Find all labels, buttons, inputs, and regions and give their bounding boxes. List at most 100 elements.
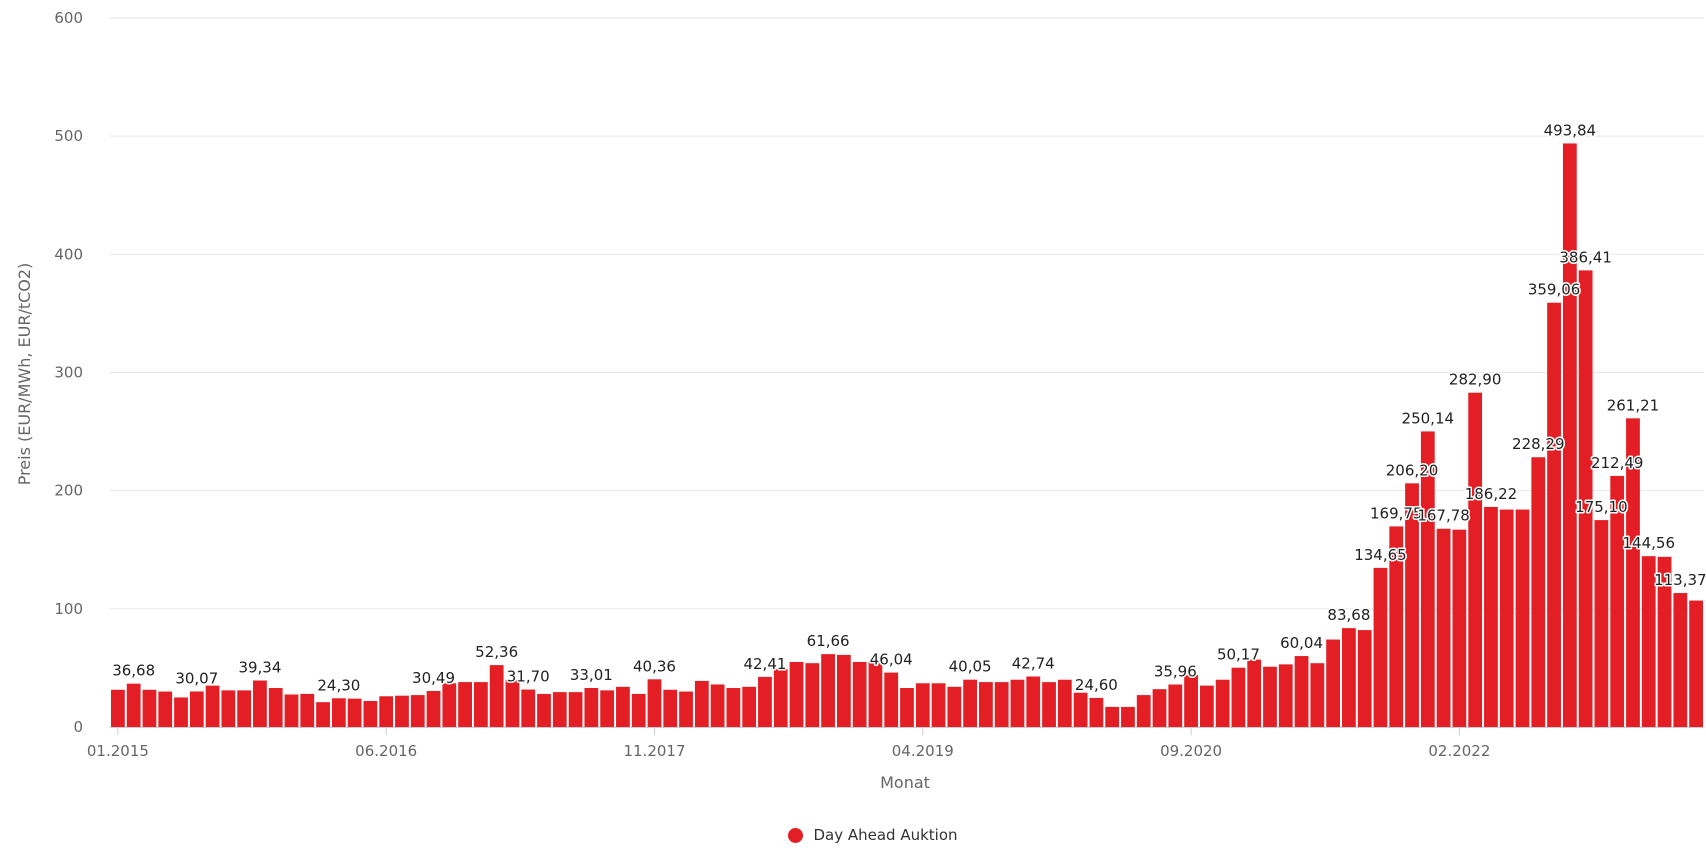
bar[interactable] [789, 662, 804, 727]
bar[interactable] [174, 697, 188, 727]
bar[interactable] [1420, 431, 1435, 727]
bar[interactable] [994, 682, 1009, 727]
bar[interactable] [1657, 556, 1672, 727]
bar[interactable] [1389, 526, 1404, 727]
bar[interactable] [1547, 302, 1561, 727]
bar[interactable] [600, 690, 615, 727]
bar[interactable] [473, 682, 488, 727]
bar[interactable] [1405, 483, 1419, 727]
bar[interactable] [900, 688, 914, 727]
bar[interactable] [1673, 593, 1688, 727]
bar[interactable] [489, 665, 504, 727]
bar[interactable] [758, 676, 772, 727]
bar[interactable] [189, 691, 204, 727]
bar[interactable] [395, 695, 409, 727]
bar[interactable] [805, 663, 820, 727]
bar[interactable] [1042, 682, 1056, 727]
bar[interactable] [1294, 656, 1309, 727]
bar[interactable] [347, 698, 362, 727]
bar[interactable] [237, 690, 252, 727]
bar[interactable] [1168, 684, 1183, 727]
bar[interactable] [205, 685, 220, 727]
bar[interactable] [142, 689, 157, 727]
bar[interactable] [300, 693, 315, 727]
bar[interactable] [1231, 667, 1246, 727]
bar[interactable] [726, 688, 741, 727]
bar[interactable] [253, 680, 267, 727]
bar[interactable] [616, 686, 630, 727]
bar[interactable] [1310, 663, 1325, 727]
bar[interactable] [1184, 675, 1198, 727]
bar[interactable] [379, 696, 394, 727]
bar[interactable] [1342, 628, 1356, 727]
bar[interactable] [1357, 630, 1372, 727]
bar[interactable] [647, 679, 662, 727]
bar[interactable] [821, 654, 835, 727]
bar[interactable] [1057, 679, 1072, 727]
bar[interactable] [1152, 689, 1167, 727]
bar[interactable] [915, 683, 930, 727]
bar[interactable] [426, 690, 441, 727]
bar[interactable] [1121, 706, 1135, 727]
bar[interactable] [1136, 695, 1151, 727]
bar[interactable] [1105, 706, 1120, 727]
bar[interactable] [1452, 529, 1467, 727]
legend-item-day-ahead[interactable]: Day Ahead Auktion [788, 826, 958, 844]
bar[interactable] [1689, 600, 1703, 727]
bar[interactable] [710, 684, 725, 727]
bar[interactable] [1247, 659, 1262, 727]
bar[interactable] [1073, 692, 1088, 727]
bar[interactable] [1215, 679, 1230, 727]
bar[interactable] [1484, 506, 1498, 727]
bar[interactable] [442, 683, 457, 727]
bar[interactable] [1373, 567, 1388, 727]
bar[interactable] [1278, 664, 1293, 727]
bar[interactable] [884, 672, 899, 727]
bar[interactable] [126, 683, 141, 727]
bar[interactable] [663, 689, 678, 727]
bar[interactable] [836, 654, 851, 727]
bar[interactable] [331, 698, 346, 727]
bar[interactable] [111, 689, 125, 727]
bar[interactable] [931, 683, 946, 727]
bar[interactable] [1199, 685, 1214, 727]
bar[interactable] [947, 686, 962, 727]
bar[interactable] [1641, 556, 1656, 727]
bar[interactable] [1531, 457, 1546, 727]
bar[interactable] [852, 662, 867, 727]
bar[interactable] [568, 692, 583, 727]
bar[interactable] [1263, 666, 1277, 727]
bar[interactable] [1026, 676, 1041, 727]
bar[interactable] [1562, 143, 1577, 727]
bar[interactable] [1326, 639, 1341, 727]
bar[interactable] [773, 669, 788, 727]
bar[interactable] [679, 691, 693, 727]
bar[interactable] [410, 695, 425, 727]
bar[interactable] [742, 686, 757, 727]
bar[interactable] [584, 687, 599, 727]
bar[interactable] [1578, 270, 1593, 727]
bar[interactable] [1499, 509, 1514, 727]
bar[interactable] [458, 682, 472, 727]
bar[interactable] [505, 679, 520, 727]
bar[interactable] [694, 680, 709, 727]
bar[interactable] [316, 702, 330, 727]
bar[interactable] [631, 693, 646, 727]
bar[interactable] [521, 689, 536, 727]
bar[interactable] [284, 694, 299, 727]
bar[interactable] [1610, 475, 1625, 727]
bar[interactable] [158, 691, 173, 727]
bar[interactable] [268, 688, 283, 727]
bar[interactable] [1436, 528, 1451, 727]
bar[interactable] [1594, 520, 1609, 727]
bar[interactable] [1626, 418, 1640, 727]
bar[interactable] [1010, 679, 1025, 727]
bar[interactable] [363, 701, 378, 727]
bar[interactable] [537, 693, 551, 727]
bar[interactable] [1468, 392, 1483, 727]
bar[interactable] [868, 662, 883, 727]
bar[interactable] [221, 690, 236, 727]
bar[interactable] [1089, 697, 1104, 727]
bar[interactable] [552, 692, 567, 727]
bar[interactable] [979, 682, 993, 727]
